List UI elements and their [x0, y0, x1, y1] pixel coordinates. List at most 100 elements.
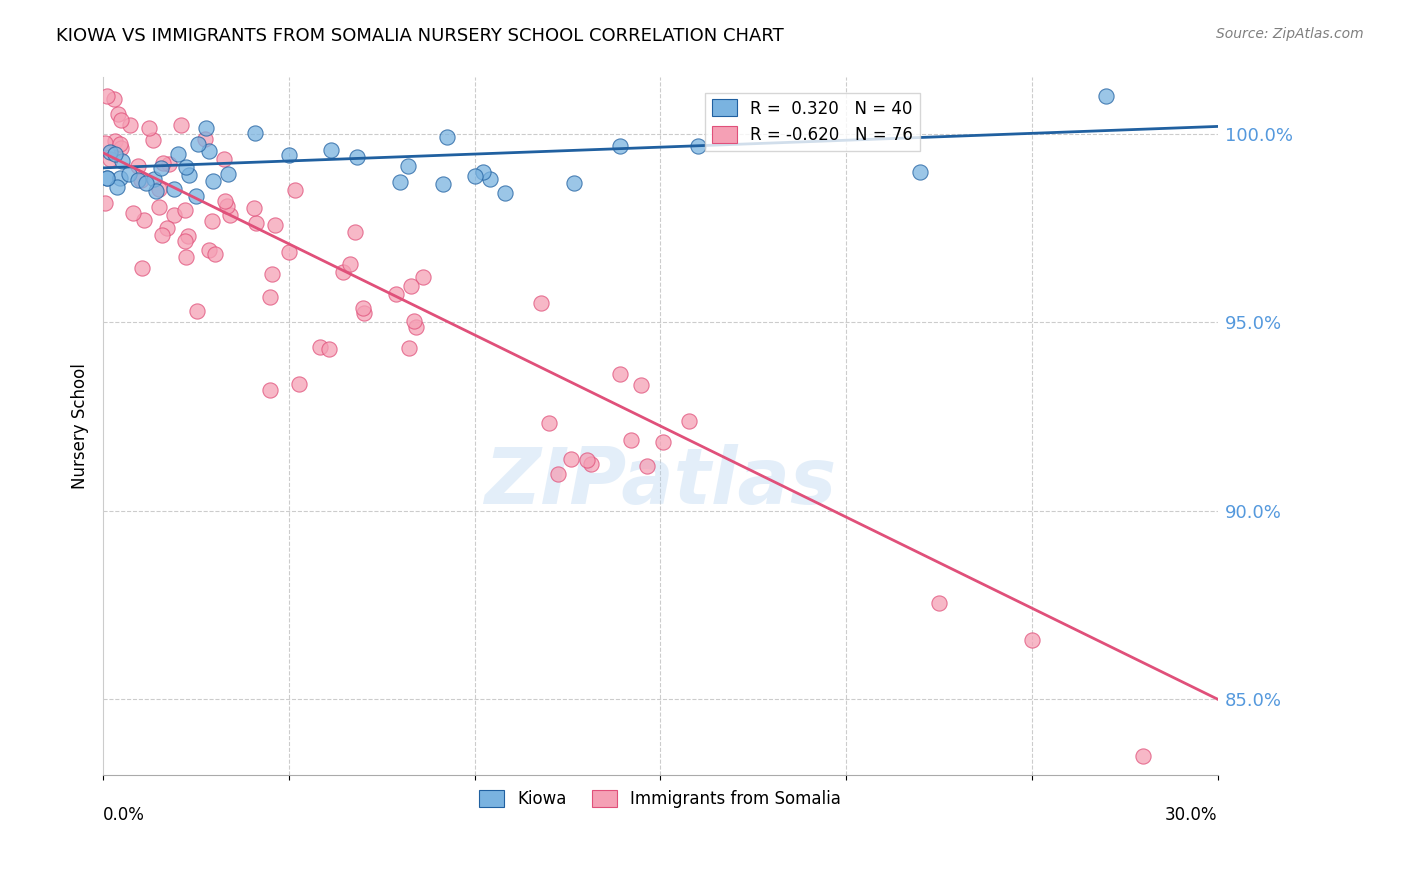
- Point: [575, 453, 598, 467]
- Point: [277, 244, 299, 259]
- Point: [384, 286, 406, 301]
- Text: KIOWA VS IMMIGRANTS FROM SOMALIA NURSERY SCHOOL CORRELATION CHART: KIOWA VS IMMIGRANTS FROM SOMALIA NURSERY…: [56, 27, 785, 45]
- Point: [609, 368, 631, 382]
- Point: [174, 202, 197, 217]
- Point: [309, 340, 332, 354]
- Point: [652, 434, 675, 449]
- Point: [129, 173, 152, 187]
- Point: [219, 208, 242, 222]
- Point: [264, 218, 287, 232]
- Point: [686, 138, 709, 153]
- Point: [396, 159, 419, 173]
- Point: [214, 194, 236, 209]
- Point: [111, 154, 134, 169]
- Point: [176, 160, 198, 174]
- Point: [332, 265, 354, 279]
- Point: [530, 295, 553, 310]
- Point: [547, 467, 569, 481]
- Point: [103, 92, 125, 106]
- Legend: Kiowa, Immigrants from Somalia: Kiowa, Immigrants from Somalia: [472, 783, 848, 815]
- Point: [259, 290, 281, 304]
- Point: [104, 134, 127, 148]
- Point: [148, 200, 170, 214]
- Point: [163, 208, 186, 222]
- Point: [108, 171, 131, 186]
- Point: [243, 201, 266, 215]
- Point: [579, 457, 602, 471]
- Point: [243, 126, 266, 140]
- Point: [94, 196, 117, 211]
- Point: [245, 216, 267, 230]
- Point: [478, 172, 501, 186]
- Point: [98, 152, 121, 166]
- Point: [187, 137, 209, 152]
- Point: [284, 183, 307, 197]
- Point: [464, 169, 486, 184]
- Point: [176, 250, 198, 264]
- Point: [105, 179, 128, 194]
- Point: [98, 145, 121, 160]
- Y-axis label: Nursery School: Nursery School: [72, 363, 89, 489]
- Point: [346, 150, 368, 164]
- Point: [162, 182, 184, 196]
- Point: [110, 113, 132, 128]
- Point: [152, 156, 174, 170]
- Point: [204, 246, 226, 260]
- Point: [560, 451, 582, 466]
- Point: [186, 304, 208, 318]
- Point: [609, 139, 631, 153]
- Point: [620, 433, 643, 447]
- Point: [121, 206, 143, 220]
- Point: [157, 157, 180, 171]
- Point: [108, 136, 131, 151]
- Point: [636, 459, 658, 474]
- Point: [277, 147, 299, 161]
- Point: [928, 596, 950, 610]
- Point: [166, 147, 188, 161]
- Point: [107, 107, 129, 121]
- Point: [494, 186, 516, 200]
- Point: [910, 165, 932, 179]
- Point: [198, 243, 221, 257]
- Point: [344, 225, 367, 239]
- Point: [148, 182, 170, 196]
- Point: [135, 176, 157, 190]
- Point: [412, 269, 434, 284]
- Point: [389, 175, 412, 189]
- Point: [142, 133, 165, 147]
- Point: [404, 314, 426, 328]
- Point: [138, 120, 160, 135]
- Point: [201, 174, 224, 188]
- Point: [103, 147, 125, 161]
- Point: [145, 184, 167, 198]
- Point: [201, 214, 224, 228]
- Point: [96, 89, 118, 103]
- Point: [150, 228, 173, 243]
- Point: [471, 165, 494, 179]
- Point: [150, 161, 173, 176]
- Point: [432, 177, 454, 191]
- Point: [288, 377, 311, 392]
- Point: [174, 234, 197, 248]
- Point: [131, 260, 153, 275]
- Point: [630, 377, 652, 392]
- Point: [1132, 748, 1154, 763]
- Point: [194, 132, 217, 146]
- Point: [132, 212, 155, 227]
- Point: [399, 278, 422, 293]
- Point: [127, 173, 149, 187]
- Point: [1021, 632, 1043, 647]
- Point: [436, 129, 458, 144]
- Point: [1095, 89, 1118, 103]
- Point: [215, 199, 238, 213]
- Point: [96, 171, 118, 186]
- Point: [169, 118, 191, 132]
- Point: [155, 221, 177, 235]
- Point: [177, 169, 200, 183]
- Point: [194, 120, 217, 135]
- Point: [398, 342, 420, 356]
- Point: [118, 167, 141, 181]
- Point: [110, 141, 132, 155]
- Point: [177, 229, 200, 244]
- Point: [259, 383, 281, 397]
